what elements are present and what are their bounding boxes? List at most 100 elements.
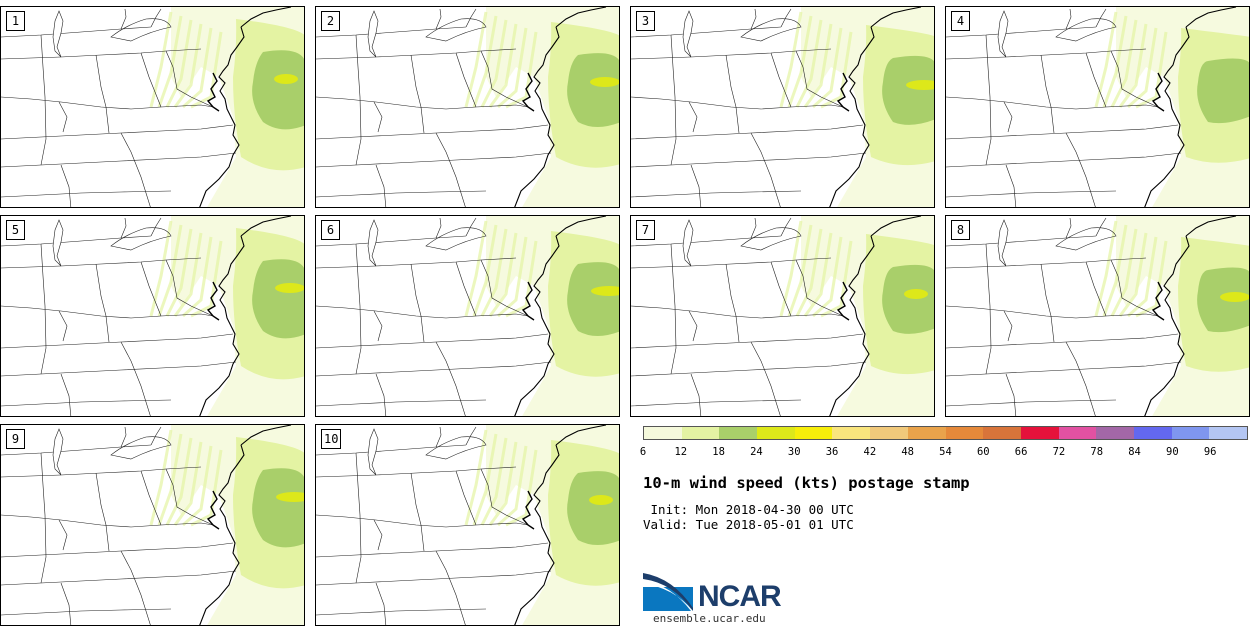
state-boundary xyxy=(1,26,152,38)
lake-michigan xyxy=(682,219,694,267)
lake-erie xyxy=(740,18,802,42)
state-boundary xyxy=(58,519,68,551)
state-boundary xyxy=(985,34,992,166)
state-boundary xyxy=(465,217,477,237)
state-boundary xyxy=(631,333,864,349)
member-number: 10 xyxy=(321,429,342,449)
colorbar-tick-labels: 6 12 18 24 30 36 42 48 54 60 66 72 78 84 90 96 xyxy=(640,446,1248,460)
wind-streak xyxy=(820,31,853,109)
state-boundary xyxy=(631,26,782,38)
wind-streak xyxy=(165,228,193,317)
colorbar-tick-label: 78 xyxy=(1090,446,1104,458)
coastline-north xyxy=(555,7,607,28)
wind-streak xyxy=(1094,220,1118,317)
wind-band-24-30 xyxy=(276,492,304,502)
wind-streak xyxy=(497,445,528,527)
wind-streak xyxy=(1118,232,1148,317)
state-boundary xyxy=(120,132,151,207)
colorbar-swatch xyxy=(1133,427,1172,439)
state-boundary xyxy=(355,243,362,375)
lake-erie xyxy=(110,436,172,460)
state-boundary xyxy=(1,361,237,377)
state-boundary xyxy=(435,217,442,239)
chesapeake-bay xyxy=(521,281,535,321)
state-boundary xyxy=(465,426,477,446)
state-boundary xyxy=(1065,132,1096,207)
state-boundary xyxy=(140,470,162,526)
state-boundary xyxy=(140,261,162,317)
colorbar-tick-label: 30 xyxy=(787,446,801,458)
wind-speed-map xyxy=(631,7,934,207)
state-boundary xyxy=(795,50,844,108)
wind-streak xyxy=(472,433,498,526)
wind-streak xyxy=(795,228,823,317)
state-boundary xyxy=(316,257,517,269)
wind-streak xyxy=(480,19,508,108)
state-boundary xyxy=(631,96,844,110)
state-boundary xyxy=(1040,263,1055,343)
state-boundary xyxy=(435,550,466,625)
state-boundary xyxy=(355,452,362,584)
state-boundary xyxy=(631,152,867,168)
coastline xyxy=(514,26,560,207)
chesapeake-bay xyxy=(521,72,535,112)
colorbar-swatch xyxy=(1058,427,1097,439)
wind-streak xyxy=(795,19,823,108)
state-boundary xyxy=(946,305,1159,319)
state-boundary xyxy=(750,217,757,239)
coastline-north xyxy=(1185,216,1237,237)
ensemble-member-panel: 2 xyxy=(315,6,620,208)
state-boundary xyxy=(1,190,172,198)
state-boundary xyxy=(373,519,383,551)
wind-streak xyxy=(173,23,203,108)
valid-time: Valid: Tue 2018-05-01 01 UTC xyxy=(643,517,854,532)
colorbar-tick-label: 90 xyxy=(1166,446,1179,458)
wind-streak xyxy=(182,27,213,109)
state-boundary xyxy=(410,472,425,552)
wind-speed-map xyxy=(631,216,934,416)
wind-speed-map xyxy=(316,425,619,625)
state-boundary xyxy=(750,341,781,416)
state-boundary xyxy=(435,132,466,207)
state-boundary xyxy=(58,101,68,133)
wind-streak xyxy=(497,27,528,109)
state-boundary xyxy=(631,305,844,319)
ensemble-member-panel: 8 xyxy=(945,215,1250,417)
coastline xyxy=(829,26,875,207)
wind-streak xyxy=(149,220,173,317)
colorbar-swatch xyxy=(1171,427,1210,439)
state-boundary xyxy=(780,8,792,28)
wind-band-24-30 xyxy=(904,289,928,299)
member-number: 2 xyxy=(321,11,340,31)
wind-streak xyxy=(165,19,193,108)
state-boundary xyxy=(1040,54,1055,134)
state-boundary xyxy=(1,333,234,349)
state-boundary xyxy=(946,399,1117,407)
state-boundary xyxy=(1,235,152,247)
state-boundary xyxy=(165,259,214,317)
state-boundary xyxy=(480,468,529,526)
wind-streak xyxy=(1135,240,1168,318)
colorbar-swatch xyxy=(945,427,984,439)
wind-streak xyxy=(1110,228,1138,317)
coastline xyxy=(199,235,245,416)
wind-streak xyxy=(464,11,488,108)
state-boundary xyxy=(1085,261,1107,317)
colorbar-swatch xyxy=(757,427,795,439)
state-boundary xyxy=(1003,101,1013,133)
chesapeake-bay xyxy=(521,490,535,530)
state-boundary xyxy=(631,235,782,247)
state-boundary xyxy=(435,426,442,448)
lake-erie xyxy=(110,18,172,42)
state-boundary xyxy=(316,96,529,110)
state-boundary xyxy=(316,361,552,377)
state-boundary xyxy=(316,305,529,319)
colorbar-tick-label: 36 xyxy=(825,446,839,458)
lake-michigan xyxy=(367,219,379,267)
state-boundary xyxy=(670,243,677,375)
state-boundary xyxy=(1,257,202,269)
state-boundary xyxy=(770,52,792,108)
wind-band-18-24 xyxy=(882,55,934,125)
member-number: 3 xyxy=(636,11,655,31)
wind-band-24-30 xyxy=(590,77,619,87)
